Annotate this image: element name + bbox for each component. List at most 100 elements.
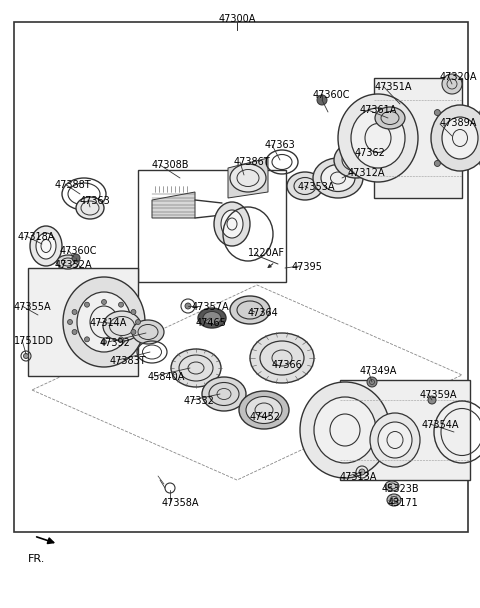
Text: 47386T: 47386T [234, 157, 271, 167]
Ellipse shape [387, 494, 401, 506]
Text: 47349A: 47349A [360, 366, 397, 376]
Bar [138, 170, 286, 282]
Ellipse shape [385, 481, 399, 491]
Ellipse shape [375, 107, 405, 129]
Ellipse shape [63, 277, 145, 367]
Text: 47312A: 47312A [348, 168, 385, 178]
Bar [28, 268, 138, 376]
Text: 47308B: 47308B [152, 160, 190, 170]
Ellipse shape [214, 202, 250, 246]
Text: 47320A: 47320A [440, 72, 478, 82]
Text: 47313A: 47313A [340, 472, 377, 482]
Circle shape [428, 396, 436, 404]
Circle shape [434, 109, 440, 116]
Circle shape [84, 337, 89, 342]
Text: 47314A: 47314A [90, 318, 127, 328]
Ellipse shape [57, 255, 79, 269]
Circle shape [68, 319, 72, 325]
Text: 47360C: 47360C [313, 90, 350, 100]
Ellipse shape [103, 311, 141, 341]
Ellipse shape [378, 422, 412, 458]
Circle shape [101, 300, 107, 305]
Text: 45323B: 45323B [382, 484, 420, 494]
Ellipse shape [334, 142, 378, 178]
Text: 47361A: 47361A [360, 105, 397, 115]
Text: 47383T: 47383T [110, 356, 146, 366]
Text: 47364: 47364 [248, 308, 279, 318]
Ellipse shape [230, 296, 270, 324]
Circle shape [434, 161, 440, 167]
Bar [340, 380, 470, 480]
Text: 47351A: 47351A [375, 82, 412, 92]
Text: 1220AF: 1220AF [248, 248, 285, 258]
Text: 47360C: 47360C [60, 246, 97, 256]
Ellipse shape [442, 117, 478, 159]
Ellipse shape [76, 197, 104, 219]
Text: 43171: 43171 [388, 498, 419, 508]
Text: 1751DD: 1751DD [14, 336, 54, 346]
Circle shape [359, 469, 365, 475]
Circle shape [442, 74, 462, 94]
Ellipse shape [171, 349, 221, 387]
Circle shape [135, 319, 141, 325]
Ellipse shape [321, 165, 355, 192]
Polygon shape [152, 192, 195, 218]
Ellipse shape [198, 308, 226, 328]
Ellipse shape [250, 333, 314, 383]
Circle shape [367, 377, 377, 387]
Ellipse shape [77, 292, 131, 352]
Ellipse shape [246, 396, 282, 424]
Ellipse shape [370, 413, 420, 467]
Ellipse shape [313, 158, 363, 198]
Ellipse shape [287, 172, 323, 200]
Bar [374, 78, 462, 198]
Text: 47363: 47363 [80, 196, 111, 206]
Ellipse shape [342, 149, 370, 171]
Ellipse shape [300, 382, 390, 478]
Ellipse shape [202, 377, 246, 411]
Circle shape [24, 353, 28, 359]
Circle shape [185, 303, 191, 309]
Text: 47388T: 47388T [55, 180, 92, 190]
Circle shape [317, 95, 327, 105]
Ellipse shape [230, 164, 266, 192]
Ellipse shape [30, 226, 62, 266]
Text: 47363: 47363 [265, 140, 296, 150]
Circle shape [119, 302, 123, 307]
Circle shape [84, 302, 89, 307]
Text: 47366: 47366 [272, 360, 303, 370]
Text: 47353A: 47353A [298, 182, 336, 192]
Polygon shape [228, 158, 268, 198]
Text: 47395: 47395 [292, 262, 323, 272]
Text: 47359A: 47359A [420, 390, 457, 400]
Circle shape [101, 339, 107, 345]
Text: FR.: FR. [28, 554, 46, 564]
Ellipse shape [203, 311, 221, 325]
Text: 47354A: 47354A [422, 420, 459, 430]
Circle shape [72, 254, 80, 262]
Text: 47452: 47452 [250, 412, 281, 422]
Circle shape [119, 337, 123, 342]
Text: 47392: 47392 [100, 338, 131, 348]
Text: 47352A: 47352A [55, 260, 93, 270]
Text: 47465: 47465 [196, 318, 227, 328]
Ellipse shape [351, 108, 405, 168]
Ellipse shape [239, 391, 289, 429]
Text: 45840A: 45840A [148, 372, 185, 382]
Text: 47355A: 47355A [14, 302, 52, 312]
Ellipse shape [36, 233, 56, 259]
Circle shape [72, 309, 77, 314]
Text: 47362: 47362 [355, 148, 386, 158]
Text: 47318A: 47318A [18, 232, 55, 242]
Text: 47358A: 47358A [162, 498, 200, 508]
Circle shape [131, 309, 136, 314]
Text: 47357A: 47357A [192, 302, 229, 312]
Text: 47332: 47332 [184, 396, 215, 406]
Circle shape [72, 330, 77, 334]
Ellipse shape [221, 210, 243, 238]
Circle shape [131, 330, 136, 334]
Text: 47389A: 47389A [440, 118, 478, 128]
Ellipse shape [314, 397, 376, 463]
Ellipse shape [431, 105, 480, 171]
Text: 47300A: 47300A [218, 14, 256, 24]
